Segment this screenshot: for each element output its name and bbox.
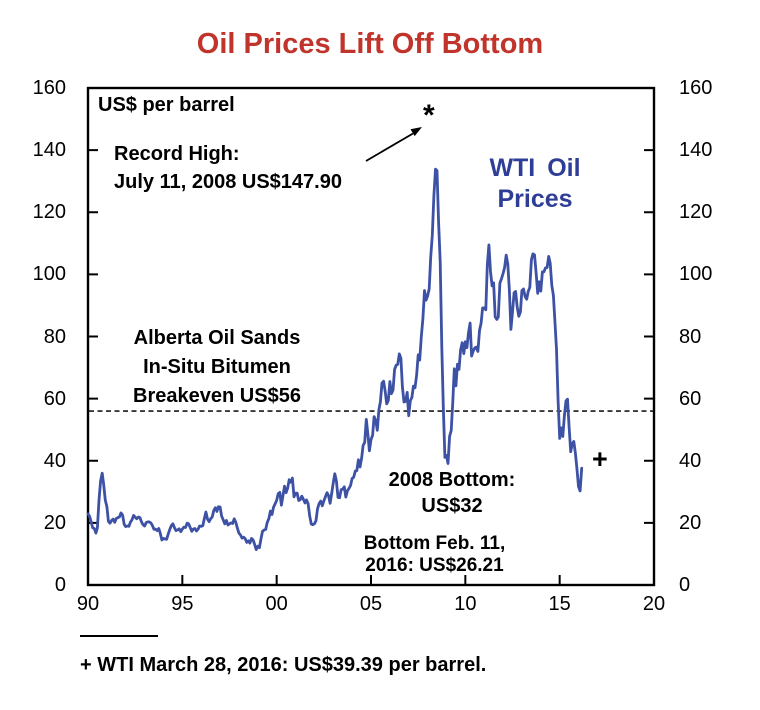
footnote-separator — [80, 635, 158, 637]
x-axis-tick-label: 20 — [642, 593, 666, 615]
record-high-line1: Record High: — [114, 143, 240, 165]
series-label: WTI Oil Prices — [450, 153, 620, 215]
y-axis-tick-label: 80 — [43, 325, 66, 348]
record-high-arrow-line — [365, 132, 414, 162]
x-axis-tick-label: 10 — [454, 593, 477, 615]
bottom-2016-line2: 2016: US$26.21 — [365, 555, 504, 576]
y-axis-tick-label: 60 — [43, 387, 66, 410]
y-axis-tick-label: 120 — [32, 201, 66, 224]
y-axis-tick-label: 120 — [679, 201, 713, 224]
record-high-annotation: Record High: July 11, 2008 US$147.90 — [114, 140, 342, 196]
y-axis-tick-label: 0 — [679, 574, 691, 596]
x-axis-tick-label: 15 — [548, 593, 571, 615]
y-axis-tick-label: 60 — [679, 387, 702, 410]
bottom-2016-line1: Bottom Feb. 11, — [363, 533, 506, 554]
y-axis-tick-label: 100 — [32, 263, 66, 286]
y-axis-labels-left: 0 20 40 60 80 100 120 140 160 — [4, 0, 66, 710]
chart-title: Oil Prices Lift Off Bottom — [196, 28, 544, 60]
bottom-2016-annotation: Bottom Feb. 11, 2016: US$26.21 — [322, 533, 547, 577]
breakeven-annotation: Alberta Oil Sands In-Situ Bitumen Breake… — [93, 324, 341, 411]
units-label: US$ per barrel — [98, 94, 235, 116]
y-axis-tick-label: 40 — [43, 449, 66, 472]
y-axis-tick-label: 20 — [679, 511, 702, 534]
wti-price-line — [86, 167, 584, 551]
y-axis-labels-right: 0 20 40 60 80 100 120 140 160 — [679, 0, 749, 710]
footnote: + WTI March 28, 2016: US$39.39 per barre… — [80, 654, 487, 676]
breakeven-line3: Breakeven US$56 — [133, 385, 301, 407]
y-axis-tick-label: 100 — [679, 263, 713, 286]
record-high-line2: July 11, 2008 US$147.90 — [114, 171, 342, 193]
y-axis-tick-label: 80 — [679, 325, 702, 348]
record-high-asterisk-marker: * — [423, 99, 435, 132]
y-axis-tick-label: 160 — [32, 77, 66, 99]
y-axis-tick-label: 0 — [54, 574, 66, 596]
latest-plus-marker: + — [592, 444, 608, 474]
breakeven-line2: In-Situ Bitumen — [143, 356, 291, 378]
series-label-line1: WTI Oil — [489, 154, 581, 182]
bottom-2008-annotation: 2008 Bottom: US$32 — [352, 467, 552, 519]
x-axis-tick-label: 05 — [359, 593, 383, 615]
y-axis-tick-label: 140 — [679, 139, 713, 162]
y-axis-tick-label: 140 — [32, 139, 66, 162]
series-label-line2: Prices — [497, 185, 573, 213]
breakeven-line1: Alberta Oil Sands — [133, 327, 301, 349]
bottom-2008-line1: 2008 Bottom: — [388, 469, 516, 491]
y-axis-tick-label: 20 — [43, 511, 66, 534]
record-high-arrow-head — [410, 127, 422, 137]
plot-frame — [86, 86, 656, 587]
x-axis-tick-label: 90 — [76, 593, 100, 615]
y-axis-tick-label: 160 — [679, 77, 713, 99]
x-axis-tick-label: 95 — [171, 593, 194, 615]
x-axis-tick-label: 00 — [265, 593, 288, 615]
bottom-2008-line2: US$32 — [421, 495, 483, 517]
y-axis-tick-label: 40 — [679, 449, 702, 472]
